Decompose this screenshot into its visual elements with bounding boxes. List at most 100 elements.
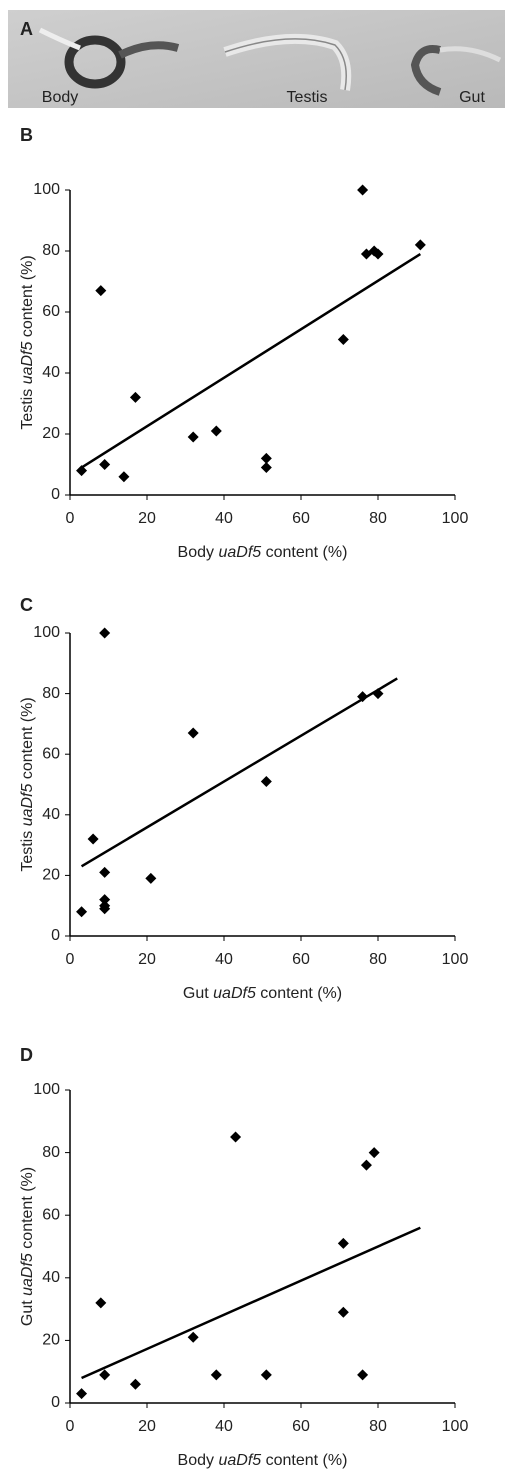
panel-label: A (20, 19, 33, 39)
data-point (357, 691, 369, 703)
data-point (368, 1147, 380, 1159)
photo-caption: Body (42, 89, 78, 106)
y-tick-label: 20 (42, 867, 60, 884)
worm-body-tail (118, 41, 180, 59)
panel-label: B (20, 125, 33, 145)
axis-label-part: uaDf5 (213, 985, 256, 1002)
data-point (99, 627, 111, 639)
x-tick-label: 0 (66, 951, 75, 968)
y-tick-label: 60 (42, 1206, 60, 1223)
axis-label-part: uaDf5 (19, 784, 36, 827)
axis-label: Testis uaDf5 content (%) (19, 255, 36, 429)
y-tick-label: 0 (51, 927, 60, 944)
trendline (80, 677, 398, 868)
x-tick-label: 80 (369, 510, 387, 527)
data-point (99, 459, 111, 470)
data-point (129, 391, 141, 403)
y-tick-label: 0 (51, 1394, 60, 1411)
y-tick-label: 40 (42, 806, 60, 823)
axis-label-part: content (%) (19, 697, 36, 779)
axis-label-part: Gut (19, 1300, 36, 1326)
x-tick-label: 60 (292, 951, 310, 968)
data-point (129, 1378, 141, 1390)
panel-label: C (20, 595, 33, 615)
data-point (210, 425, 222, 437)
y-tick-label: 60 (42, 303, 60, 320)
y-tick-label: 100 (33, 1081, 60, 1098)
data-point (337, 1306, 349, 1318)
data-point (230, 1131, 242, 1143)
data-point (187, 727, 199, 739)
x-tick-label: 60 (292, 510, 310, 527)
data-point (76, 1388, 88, 1400)
x-tick-label: 0 (66, 1418, 75, 1435)
photo-panel: A Body Testis Gut (8, 10, 505, 108)
data-point (360, 1159, 372, 1171)
axis-label: Body uaDf5 content (%) (178, 1452, 348, 1469)
axis-label-part: Body (178, 1452, 214, 1469)
y-tick-label: 0 (51, 486, 60, 503)
y-tick-label: 80 (42, 242, 60, 259)
gut (410, 45, 442, 96)
axis-label-part: uaDf5 (218, 1452, 261, 1469)
axis-label: Gut uaDf5 content (%) (19, 1167, 36, 1326)
data-point (357, 184, 369, 196)
axis-label-part: Body (178, 544, 214, 561)
x-tick-label: 40 (215, 951, 233, 968)
x-tick-label: 100 (442, 510, 469, 527)
x-tick-label: 40 (215, 1418, 233, 1435)
data-point (187, 1331, 199, 1343)
data-point (414, 239, 426, 251)
x-tick-label: 80 (369, 951, 387, 968)
y-tick-label: 20 (42, 1332, 60, 1349)
data-point (99, 1369, 111, 1381)
panel-label: D (20, 1045, 33, 1065)
axis-label-part: content (%) (266, 1452, 348, 1469)
y-tick-label: 80 (42, 1144, 60, 1161)
worm-body (64, 35, 126, 89)
x-tick-label: 20 (138, 1418, 156, 1435)
data-point (145, 872, 157, 884)
axis-label: Testis uaDf5 content (%) (19, 697, 36, 871)
y-tick-label: 40 (42, 1269, 60, 1286)
data-point (95, 1297, 107, 1309)
data-point (372, 248, 384, 260)
data-point (260, 1369, 272, 1381)
x-tick-label: 60 (292, 1418, 310, 1435)
axis-label-part: content (%) (266, 544, 348, 561)
x-tick-label: 20 (138, 951, 156, 968)
photo-caption: Gut (459, 89, 485, 106)
axis-label-part: content (%) (19, 255, 36, 337)
x-tick-label: 100 (442, 1418, 469, 1435)
axis-label-part: uaDf5 (218, 544, 261, 561)
photo (8, 10, 505, 108)
data-point (99, 894, 111, 906)
y-tick-label: 100 (33, 181, 60, 198)
data-point (372, 688, 384, 700)
x-tick-label: 20 (138, 510, 156, 527)
y-tick-label: 20 (42, 425, 60, 442)
x-tick-label: 0 (66, 510, 75, 527)
y-tick-label: 80 (42, 685, 60, 702)
axis-label: Body uaDf5 content (%) (178, 544, 348, 561)
data-point (337, 333, 349, 345)
data-point (118, 471, 130, 483)
worm-body-head (38, 27, 81, 51)
y-tick-label: 100 (33, 624, 60, 641)
axis-label-part: content (%) (260, 985, 342, 1002)
data-point (95, 285, 107, 297)
axis-label-part: Gut (183, 985, 209, 1002)
x-tick-label: 100 (442, 951, 469, 968)
data-point (210, 1369, 222, 1381)
axis-label-part: uaDf5 (19, 1253, 36, 1296)
axis-label-part: content (%) (19, 1167, 36, 1249)
data-point (87, 833, 99, 845)
data-point (357, 1369, 369, 1381)
trendline (81, 1226, 421, 1380)
axis-label-part: Testis (19, 389, 36, 430)
data-point (76, 906, 88, 918)
x-tick-label: 80 (369, 1418, 387, 1435)
trendline (80, 252, 422, 469)
y-tick-label: 40 (42, 364, 60, 381)
